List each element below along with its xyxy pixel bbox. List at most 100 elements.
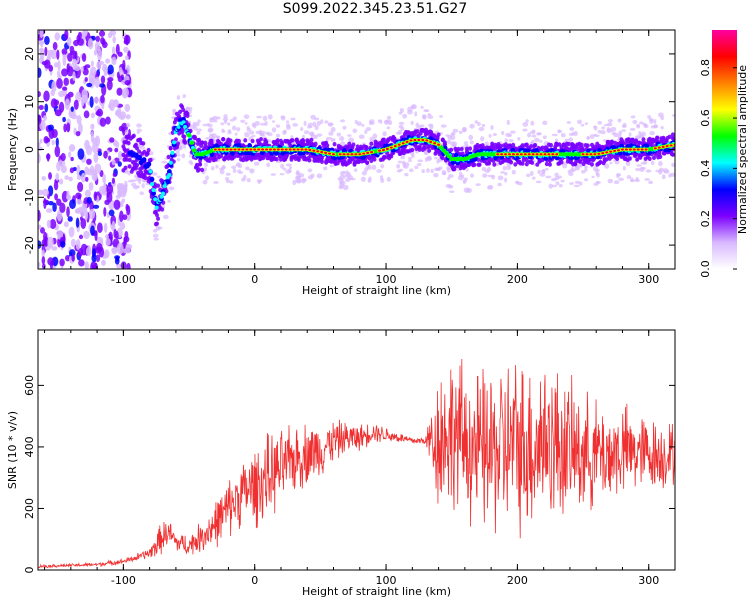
spectrogram-peak: [605, 151, 609, 154]
spectrogram-speckle: [531, 134, 537, 138]
spectrogram-noise-blob: [83, 230, 90, 239]
spectrogram-noise-blob: [64, 30, 69, 40]
spectrogram-halo: [468, 146, 473, 151]
spectrogram-halo: [178, 109, 183, 115]
spectrogram-noise-blob: [51, 246, 58, 251]
spectrogram-noise-blob: [115, 194, 121, 199]
spectrogram-peak: [265, 148, 269, 151]
spectrogram-speckle: [339, 174, 345, 181]
spectrogram-speckle: [271, 120, 276, 123]
spectrogram-noise-blob: [80, 66, 84, 73]
spectrogram-speckle: [296, 174, 302, 178]
spectrogram-halo: [181, 107, 186, 113]
spectrogram-speckle: [525, 119, 529, 123]
spectrogram-noise-blob: [57, 60, 61, 72]
spectrogram-peak: [296, 148, 300, 151]
spectrogram-core: [443, 151, 449, 156]
spectrogram-speckle: [225, 172, 231, 176]
spectrogram-noise-blob: [54, 109, 62, 117]
spectrogram-speckle: [414, 111, 418, 117]
spectrogram-speckle: [402, 113, 408, 119]
spectrogram-noise-blob: [103, 150, 108, 159]
spectrogram-noise-blob: [125, 114, 131, 120]
spectrogram-noise-blob: [123, 46, 129, 53]
spectrogram-speckle: [189, 161, 194, 166]
spectrogram-speckle: [195, 121, 200, 127]
spectrogram-halo: [634, 138, 639, 143]
spectrogram-noise-blob: [59, 202, 66, 214]
spectrogram-speckle: [544, 168, 549, 171]
spectrogram-speckle: [427, 123, 434, 127]
spectrogram-speckle: [176, 157, 181, 162]
spectrogram-speckle: [638, 130, 642, 136]
spectrogram-halo: [670, 152, 675, 157]
spectrogram-speckle: [436, 167, 442, 171]
spectrogram-speckle: [285, 120, 290, 124]
spectrogram-halo: [655, 135, 660, 140]
spectrogram-speckle: [515, 180, 520, 185]
spectrogram-noise-blob: [115, 231, 119, 239]
spectrogram-y-tick-label: -20: [23, 236, 36, 254]
spectrogram-noise-blob: [85, 145, 93, 156]
spectrogram-speckle: [196, 131, 201, 135]
spectrogram-speckle: [466, 187, 472, 193]
colorbar-tick-label: 0.2: [699, 210, 712, 228]
spectrogram-noise-blob: [39, 30, 44, 39]
spectrogram-peak: [393, 145, 397, 148]
spectrogram-speckle: [550, 178, 557, 182]
spectrogram-band: [149, 176, 155, 182]
spectrogram-speckle: [668, 173, 672, 178]
spectrogram-noise-blob: [124, 230, 129, 240]
spectrogram-noise-blob: [59, 258, 65, 267]
spectrogram-speckle: [267, 114, 273, 120]
spectrogram-speckle: [621, 129, 627, 132]
spectrogram-speckle: [182, 144, 187, 149]
spectrogram-halo: [383, 155, 388, 160]
spectrogram-halo: [332, 142, 337, 147]
spectrogram-halo: [456, 146, 461, 152]
spectrogram-halo: [520, 161, 525, 166]
spectrogram-speckle: [151, 172, 158, 176]
spectrogram-noise-blob: [50, 98, 58, 109]
spectrogram-noise-blob: [102, 173, 107, 184]
spectrogram-band: [167, 173, 172, 178]
spectrogram-speckle: [167, 200, 171, 203]
spectrogram-speckle: [139, 146, 146, 150]
spectrogram-noise-blob: [55, 137, 59, 148]
spectrogram-noise-blob: [75, 208, 80, 214]
spectrogram-speckle: [497, 175, 504, 181]
spectrogram-speckle: [270, 173, 277, 176]
spectrogram-peak: [385, 147, 389, 151]
spectrogram-speckle: [558, 184, 563, 188]
spectrogram-noise-blob: [71, 113, 78, 120]
spectrogram-noise-blob: [96, 60, 102, 70]
spectrogram-speckle: [229, 180, 234, 184]
spectrogram-halo: [275, 138, 280, 143]
spectrogram-speckle: [215, 164, 219, 169]
spectrogram-noise-blob: [42, 199, 50, 204]
spectrogram-speckle: [353, 168, 358, 172]
spectrogram-peak: [636, 148, 640, 151]
spectrogram-peak: [413, 138, 417, 142]
spectrogram-speckle: [245, 166, 250, 171]
spectrogram-speckle: [635, 167, 641, 172]
spectrogram-speckle: [630, 115, 636, 119]
spectrogram-halo: [168, 146, 173, 151]
spectrogram-noise-blob: [41, 175, 46, 181]
spectrogram-speckle: [345, 177, 351, 183]
spectrogram-speckle: [365, 126, 372, 132]
spectrogram-speckle: [210, 166, 215, 171]
spectrogram-speckle: [404, 162, 410, 167]
spectrogram-halo: [557, 142, 562, 147]
spectrogram-speckle: [314, 125, 319, 131]
spectrogram-halo: [381, 137, 386, 142]
spectrogram-peak: [381, 148, 385, 152]
spectrogram-speckle: [348, 137, 354, 143]
spectrogram-x-tick-label: 300: [638, 273, 659, 286]
spectrogram-speckle: [539, 173, 546, 177]
spectrogram-speckle: [280, 163, 285, 169]
spectrogram-peak: [519, 153, 523, 156]
spectrogram-halo: [145, 151, 150, 156]
spectrogram-peak: [288, 148, 292, 151]
spectrogram-speckle: [423, 109, 429, 112]
